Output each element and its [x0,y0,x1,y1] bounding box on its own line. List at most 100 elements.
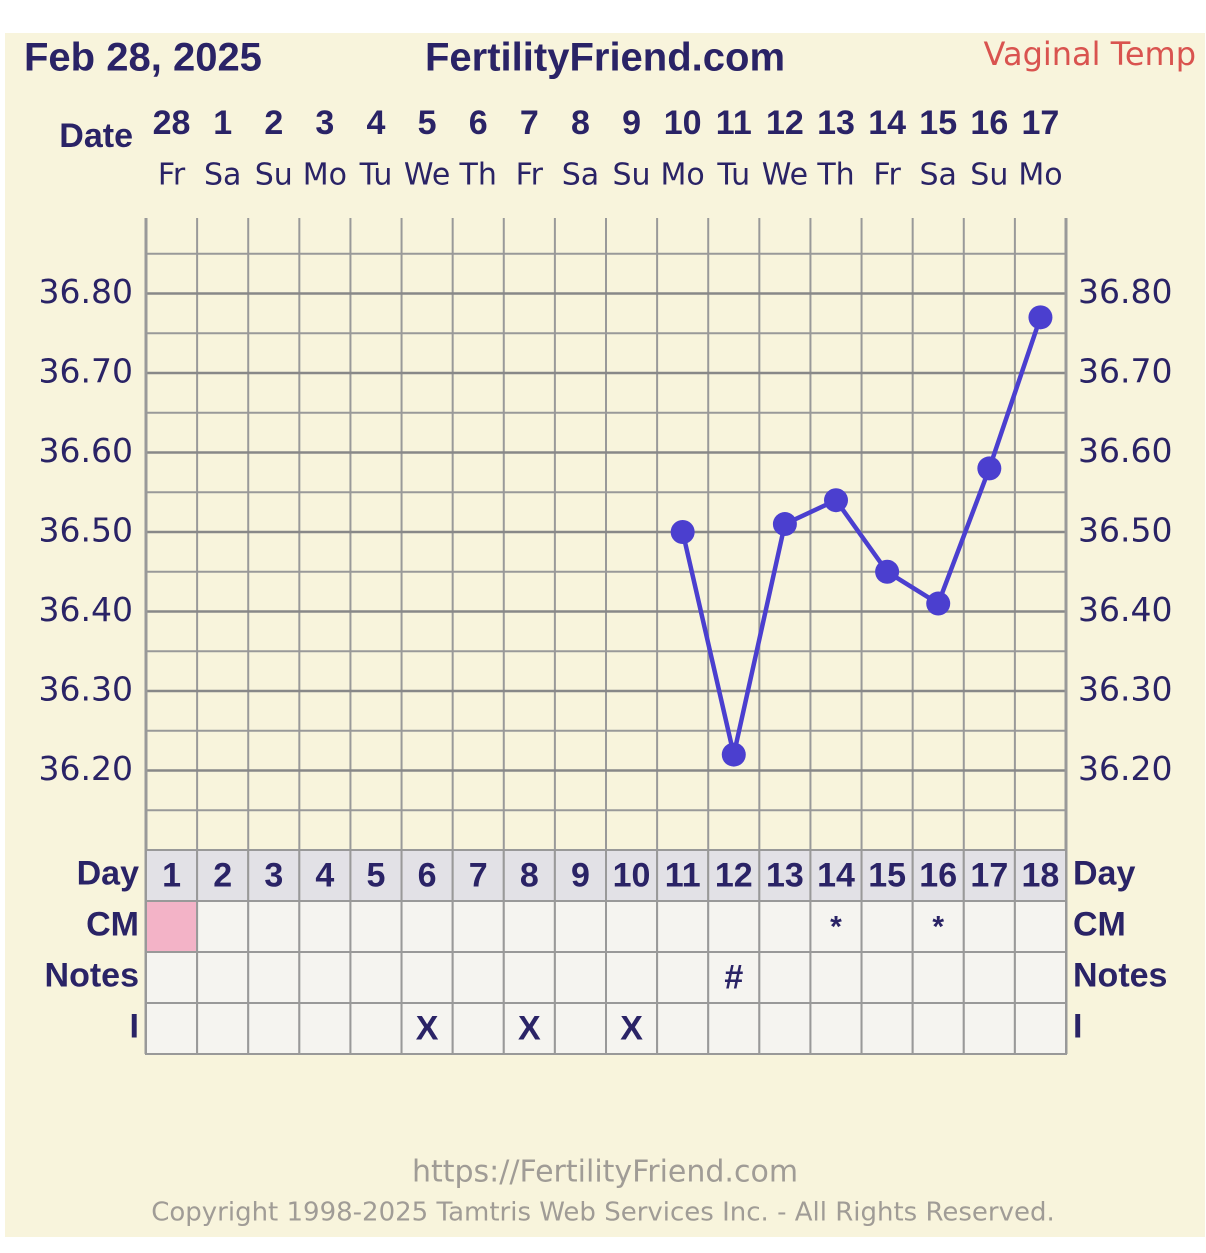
table-cell [1013,900,1068,953]
row-label: I [130,1007,139,1045]
date-label: Date [59,117,133,155]
table-cell [962,951,1016,1004]
y-tick-label: 36.30 [39,670,133,709]
weekday-label: Tu [716,158,750,193]
row-label-right: I [1073,1007,1082,1045]
table-cell [962,849,1016,902]
y-tick-label: 36.40 [39,590,133,629]
y2-tick-label: 36.20 [1078,749,1172,788]
table-cell [349,1002,403,1055]
temp-point [824,488,848,513]
days-cell-text: 2 [213,856,232,894]
days-cell-text: 8 [520,856,539,894]
table-cell [707,951,761,1004]
weekday-label: Mo [1018,158,1062,193]
table-cell [349,951,403,1004]
row-label: Notes [45,956,139,994]
days-cell-text: 1 [162,856,181,894]
row-label: Day [77,854,139,892]
y2-tick-label: 36.40 [1078,590,1172,629]
weekday-label: Sa [204,158,241,193]
table-cell [349,849,403,902]
y2-tick-label: 36.30 [1078,670,1172,709]
y-tick-label: 36.50 [39,511,133,550]
notes-cell-text: # [724,958,743,996]
y2-tick-label: 36.50 [1078,511,1172,550]
temp-point [977,456,1002,481]
table-cell [1013,849,1068,902]
weekday-label: Fr [516,158,544,193]
table-cell [298,1002,352,1055]
date-label: 11 [716,104,752,142]
temp-point [1028,305,1053,330]
temp-point [926,591,951,616]
date-label: 8 [571,104,590,142]
row-label-right: Notes [1073,956,1167,994]
weekday-label: Su [970,158,1008,193]
table-cell [400,900,454,953]
table-cell [809,951,863,1004]
table-cell [656,900,710,953]
table-cell [758,1002,812,1055]
date-label: 16 [970,104,1008,142]
table-cell [451,951,505,1004]
table-cell [247,951,301,1004]
table-cell [145,849,199,902]
weekday-label: We [762,158,808,193]
table-cell [656,951,710,1004]
table-cell [400,951,454,1004]
table-cell [196,1002,250,1055]
days-cell-text: 5 [367,856,386,894]
weekday-label: Sa [562,158,599,193]
date-label: 28 [153,104,191,142]
table-cell [1013,951,1068,1004]
table-cell [145,900,199,953]
table-cell [349,900,403,953]
weekday-label: Mo [661,158,705,193]
weekday-label: Su [255,158,293,193]
temp-point [875,559,900,584]
date-label: 9 [622,104,641,142]
table-cell [809,1002,863,1055]
table-cell [298,951,352,1004]
table-cell [809,900,863,953]
table-cell [553,849,608,902]
date-label: 5 [418,104,437,142]
cm-cell-text: * [932,910,944,943]
weekday-label: Th [816,158,854,193]
table-cell [400,849,454,902]
table-cell [707,1002,761,1055]
date-label: 15 [919,104,957,142]
y2-tick-label: 36.60 [1078,431,1172,470]
y-tick-label: 36.80 [39,272,133,311]
days-cell-text: 14 [817,856,855,894]
temp-point [670,520,695,544]
days-cell-text: 12 [715,856,753,894]
weekday-label: Tu [359,158,393,193]
days-cell-text: 13 [766,856,804,894]
i-cell-text: X [620,1009,643,1047]
date-label: 2 [264,104,283,142]
weekday-label: Sa [920,158,957,193]
y2-tick-label: 36.80 [1078,272,1172,311]
table-cell [502,1002,556,1055]
y-tick-label: 36.70 [39,352,133,391]
chart-title: Feb 28, 2025 [24,36,262,80]
row-label-right: CM [1073,905,1126,943]
table-cell [196,951,250,1004]
table-cell [911,1002,965,1055]
days-cell-text: 3 [264,856,283,894]
table-cell [196,849,250,902]
days-cell-text: 4 [315,856,334,894]
days-cell-text: 16 [919,856,957,894]
weekday-label: Mo [303,158,347,193]
days-cell-text: 11 [665,856,701,894]
table-cell [145,951,199,1004]
table-cell [1013,1002,1068,1055]
y-tick-label: 36.20 [39,749,133,788]
table-cell [911,951,965,1004]
table-cell [758,900,812,953]
table-cell [451,900,505,953]
table-cell [298,900,352,953]
